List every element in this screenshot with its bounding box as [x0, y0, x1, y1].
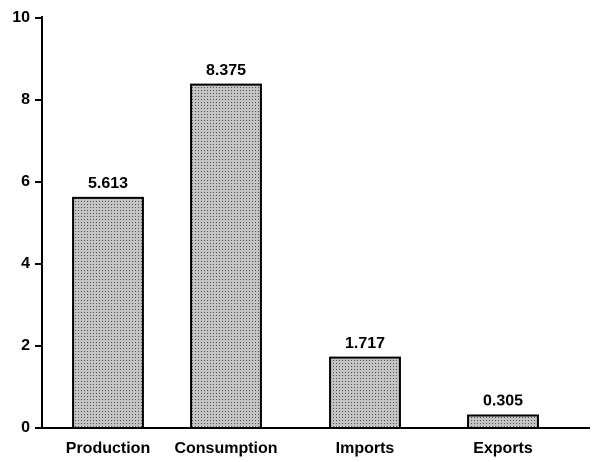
y-tick-label: 2 [21, 337, 30, 354]
bar [190, 83, 262, 429]
x-tick-label: Exports [473, 440, 533, 457]
bar-outline [190, 83, 262, 429]
bar-outline [72, 196, 144, 429]
bar [72, 196, 144, 429]
x-tick-label: Consumption [174, 440, 277, 457]
bar [467, 414, 539, 429]
value-label: 1.717 [345, 335, 385, 352]
y-tick-label: 6 [21, 173, 30, 190]
value-label: 5.613 [88, 175, 128, 192]
y-tick-label: 10 [12, 9, 30, 26]
bar-outline [329, 356, 401, 429]
y-tick-label: 0 [21, 419, 30, 436]
y-tick-label: 8 [21, 91, 30, 108]
y-tick-label: 4 [21, 255, 30, 272]
x-tick-label: Production [66, 440, 150, 457]
value-label: 0.305 [483, 393, 523, 410]
bar [329, 356, 401, 429]
value-label: 8.375 [206, 62, 246, 79]
bar-outline [467, 414, 539, 429]
x-tick-label: Imports [336, 440, 395, 457]
